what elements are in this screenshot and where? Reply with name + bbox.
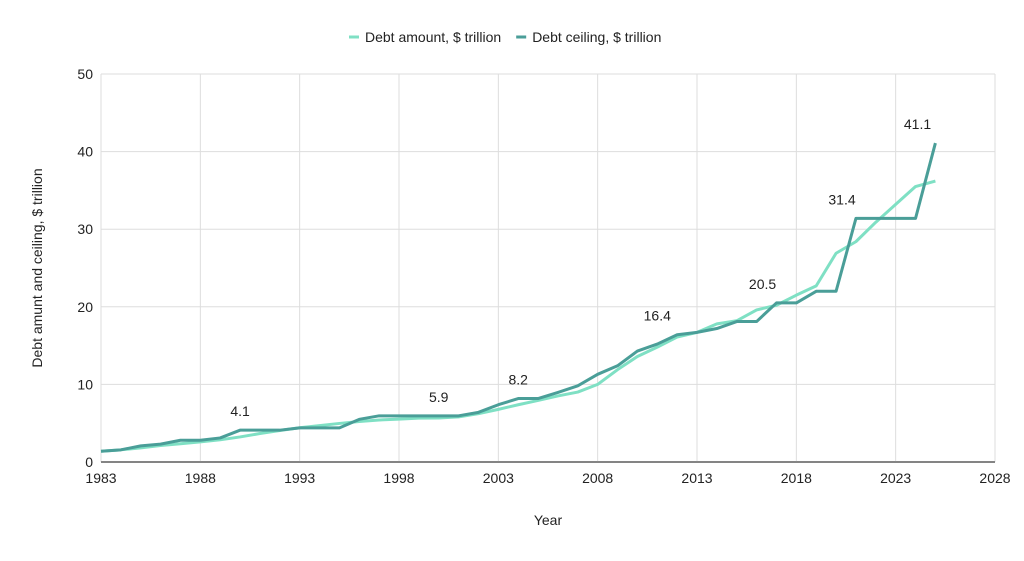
data-label: 16.4: [644, 308, 671, 324]
x-tick-label: 2028: [979, 470, 1010, 486]
x-tick-label: 2008: [582, 470, 613, 486]
data-label: 20.5: [749, 276, 776, 292]
data-label: 8.2: [508, 371, 528, 387]
x-tick-label: 1988: [185, 470, 216, 486]
x-tick-label: 2023: [880, 470, 911, 486]
data-label: 5.9: [429, 389, 449, 405]
legend: Debt amount, $ trillion Debt ceiling, $ t…: [349, 29, 661, 45]
data-labels: 4.1 5.9 8.2 16.4 20.5 31.4 41.1: [230, 116, 931, 419]
series-lines: [100, 142, 937, 453]
x-tick-label: 2018: [781, 470, 812, 486]
y-tick-label: 50: [77, 66, 93, 82]
grid: [100, 73, 996, 463]
series-line-debt-amount: [100, 179, 936, 453]
y-axis-title: Debt amunt and ceiling, $ trillion: [29, 168, 45, 367]
x-tick-label: 1993: [284, 470, 315, 486]
x-tick-label: 1998: [383, 470, 414, 486]
y-tick-label: 20: [77, 299, 93, 315]
x-tick-label: 2003: [483, 470, 514, 486]
x-axis-title: Year: [534, 512, 563, 528]
legend-label: Debt ceiling, $ trillion: [532, 29, 661, 45]
tick-labels: 0 10 20 30 40 50 1983 1988 1993 1998 2003 2008 2013 2…: [77, 66, 1010, 486]
y-tick-label: 0: [85, 454, 93, 470]
legend-label: Debt amount, $ trillion: [365, 29, 501, 45]
x-tick-label: 1983: [85, 470, 116, 486]
y-tick-label: 30: [77, 221, 93, 237]
data-label: 31.4: [828, 191, 855, 207]
y-tick-label: 40: [77, 144, 93, 160]
x-tick-label: 2013: [681, 470, 712, 486]
data-label: 4.1: [230, 403, 250, 419]
data-label: 41.1: [904, 116, 931, 132]
y-tick-label: 10: [77, 376, 93, 392]
series-line-debt-ceiling: [100, 142, 937, 453]
